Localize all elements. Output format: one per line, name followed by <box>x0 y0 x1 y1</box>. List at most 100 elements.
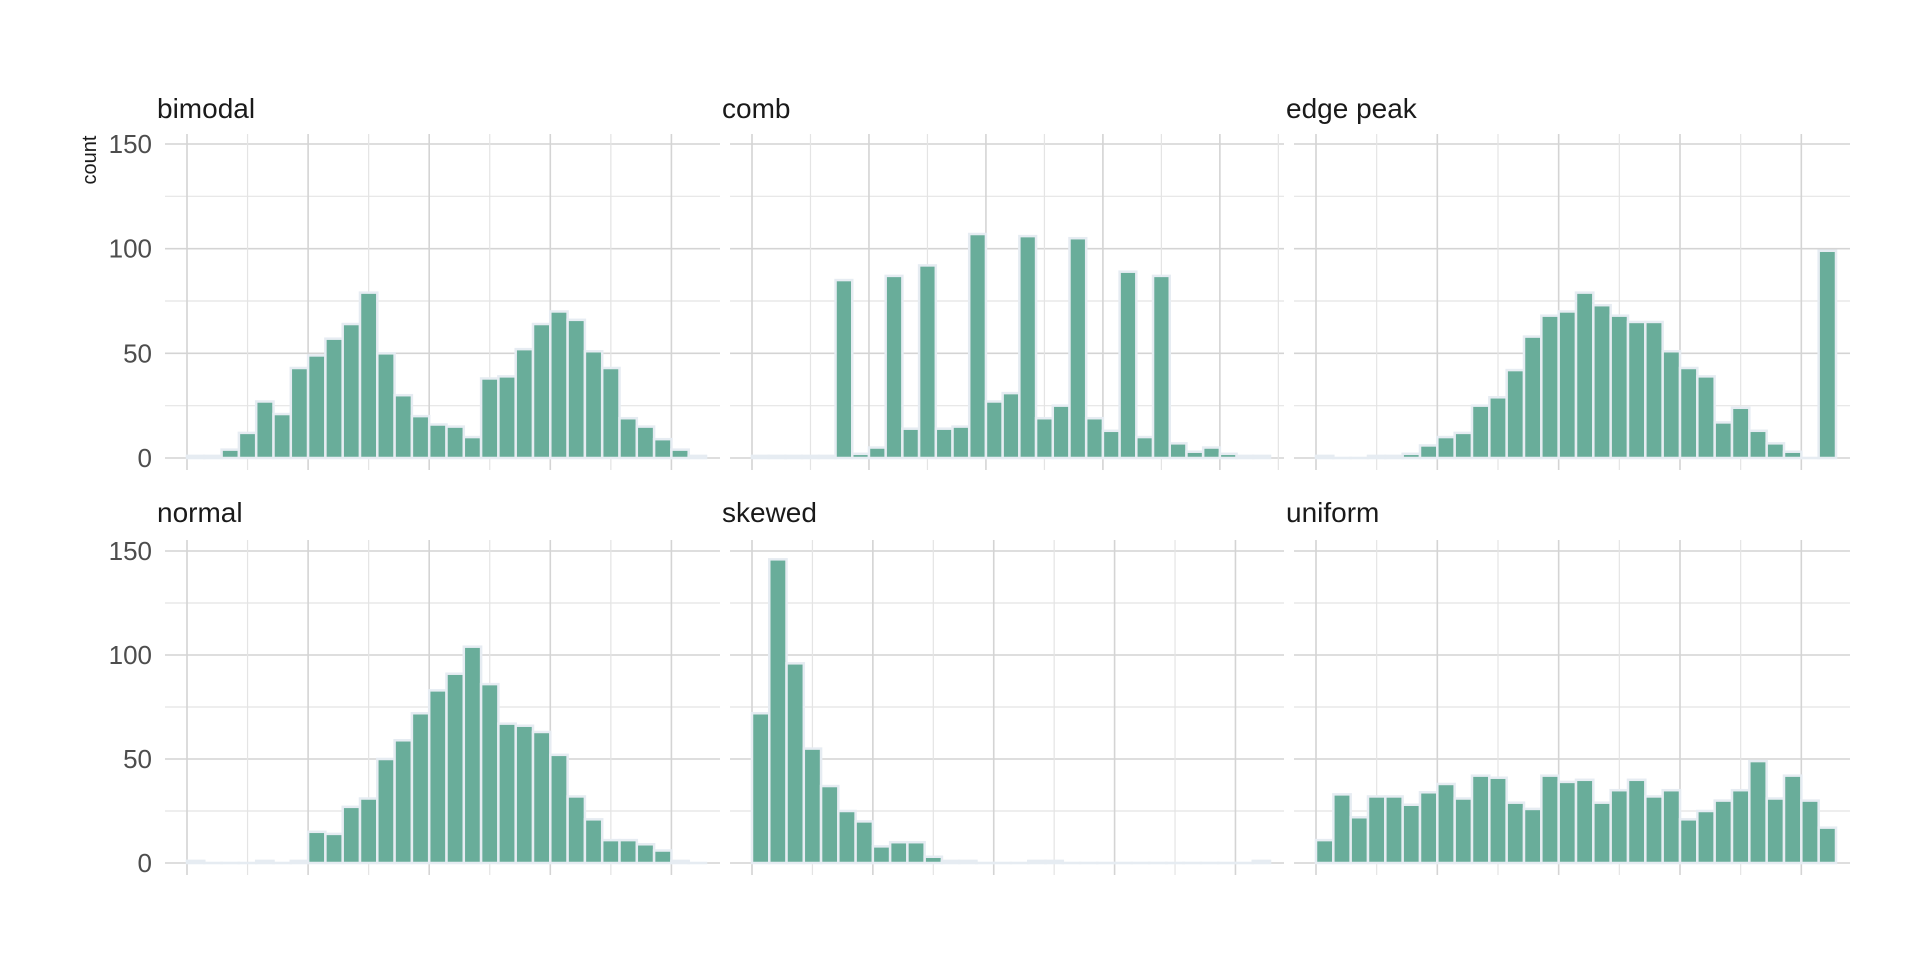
histogram-bar <box>1332 793 1352 865</box>
histogram-bar <box>1557 780 1578 865</box>
histogram-bar <box>1418 444 1439 460</box>
histogram-bar <box>1201 446 1222 460</box>
histogram-bar <box>1185 450 1205 460</box>
histogram-bar <box>1644 795 1664 865</box>
histogram-bar <box>819 784 840 865</box>
histogram-bar <box>1522 807 1543 865</box>
histogram-bar <box>393 393 414 460</box>
panel-skewed: skewed <box>722 497 1284 875</box>
histogram-bar <box>923 855 944 865</box>
histogram-bar <box>1800 799 1820 865</box>
histogram-bar <box>358 797 379 865</box>
histogram-bar <box>1488 396 1508 460</box>
histogram-bar <box>514 347 535 460</box>
histogram-bar <box>1609 788 1630 865</box>
histogram-bar <box>358 291 379 460</box>
histogram-bar <box>1574 778 1595 865</box>
histogram-bar <box>1505 801 1526 865</box>
histogram-bar <box>1151 274 1171 460</box>
histogram-bar <box>635 425 656 460</box>
histogram-bar <box>410 414 431 460</box>
histogram-bar <box>837 809 857 865</box>
histogram-bar <box>1218 452 1238 460</box>
histogram-bar <box>1018 234 1038 460</box>
histogram-bar <box>1068 236 1088 460</box>
panel-uniform: uniform <box>1286 497 1850 875</box>
histogram-bar <box>1168 442 1188 460</box>
y-axis-title: count <box>79 135 101 184</box>
histogram-bar <box>341 322 362 460</box>
histogram-bar <box>549 753 569 865</box>
histogram-bar <box>1730 788 1751 865</box>
histogram-bar <box>1051 404 1071 460</box>
histogram-bar <box>917 264 938 460</box>
panel-title-edge-peak: edge peak <box>1286 93 1418 124</box>
histogram-bar <box>1748 759 1768 865</box>
histogram-bar <box>1436 782 1456 865</box>
y-tick-label: 50 <box>123 744 152 774</box>
histogram-bar <box>185 859 206 865</box>
histogram-bar <box>851 452 871 460</box>
histogram-bar <box>306 830 327 865</box>
y-tick-label: 150 <box>109 129 152 159</box>
histogram-bar <box>1384 795 1404 865</box>
histogram-bar <box>1782 450 1803 460</box>
histogram-bar <box>254 400 275 460</box>
histogram-bar <box>1314 838 1335 865</box>
histogram-bar <box>1765 797 1786 865</box>
histogram-bar <box>583 349 604 460</box>
histogram-bar <box>393 739 414 865</box>
histogram-bar <box>1661 788 1682 865</box>
histogram-bar <box>940 859 961 865</box>
histogram-bar <box>1713 799 1734 865</box>
histogram-bar <box>901 427 921 460</box>
histogram-bar <box>254 859 275 865</box>
histogram-bar <box>800 454 821 460</box>
histogram-bar <box>652 849 673 865</box>
histogram-bar <box>687 454 708 460</box>
histogram-bar <box>1027 859 1047 865</box>
histogram-bar <box>1817 249 1838 460</box>
histogram-bar <box>1001 391 1021 460</box>
histogram-bar <box>1626 320 1647 460</box>
histogram-bar <box>1034 416 1055 460</box>
histogram-bar <box>1540 314 1560 460</box>
histogram-bar <box>767 454 787 460</box>
histogram-bar <box>1235 454 1255 460</box>
histogram-bar <box>376 757 396 865</box>
histogram-bar <box>497 375 517 460</box>
histogram-bar <box>1730 406 1751 460</box>
panel-title-skewed: skewed <box>722 497 817 528</box>
histogram-bar <box>566 795 587 865</box>
histogram-bar <box>1366 454 1387 460</box>
histogram-bar <box>220 448 241 460</box>
histogram-bar <box>1678 818 1699 865</box>
histogram-bar <box>834 278 854 460</box>
histogram-bar <box>1505 368 1526 460</box>
histogram-bar <box>1817 826 1838 865</box>
histogram-bar <box>306 354 327 460</box>
histogram-bar <box>1557 310 1578 460</box>
histogram-bar <box>1044 859 1065 865</box>
histogram-bar <box>1696 809 1716 865</box>
histogram-bar <box>514 724 535 865</box>
histogram-bar <box>1349 815 1370 865</box>
y-tick-label: 100 <box>109 234 152 264</box>
histogram-bar <box>1453 797 1474 865</box>
histogram-bar <box>1678 366 1699 460</box>
histogram-bar <box>1436 435 1456 460</box>
histogram-bar <box>1661 349 1682 460</box>
histogram-bar <box>427 423 448 460</box>
histogram-bar <box>1644 320 1664 460</box>
histogram-bar <box>445 425 466 460</box>
histogram-bar <box>531 322 552 460</box>
histogram-bar <box>324 832 344 865</box>
panel-comb: comb <box>722 93 1284 470</box>
histogram-bar <box>272 412 293 460</box>
histogram-bar <box>1470 774 1491 865</box>
histogram-bar <box>1084 416 1105 460</box>
panel-normal: normal 0 50 100 150 <box>109 497 720 878</box>
panel-bimodal: bimodal 0 50 100 150 <box>109 93 720 473</box>
histogram-bar <box>784 454 804 460</box>
histogram-bar <box>1782 774 1803 865</box>
